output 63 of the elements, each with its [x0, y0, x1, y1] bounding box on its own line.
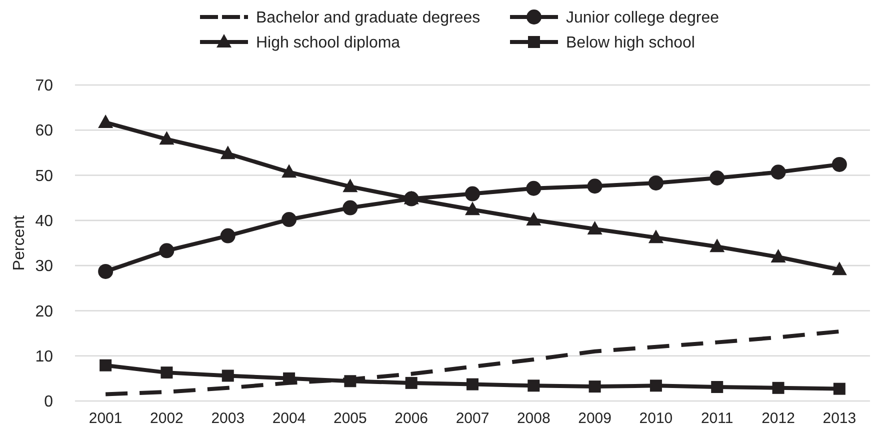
point	[770, 248, 786, 262]
point	[648, 230, 664, 244]
legend-label: Below high school	[566, 34, 695, 52]
y-tick-label: 20	[35, 303, 54, 320]
x-tick-label: 2006	[394, 410, 428, 427]
point	[98, 114, 114, 128]
point	[160, 366, 173, 379]
x-tick-label: 2004	[272, 410, 306, 427]
legend-label: Bachelor and graduate degrees	[256, 10, 480, 27]
point	[588, 380, 601, 393]
point	[100, 359, 112, 372]
point	[159, 243, 174, 258]
point	[342, 178, 358, 192]
point	[772, 382, 784, 394]
point	[832, 262, 847, 276]
point	[220, 228, 236, 244]
point	[710, 170, 725, 186]
y-tick-label: 40	[35, 213, 54, 230]
point	[98, 264, 114, 279]
point	[710, 238, 725, 252]
x-tick-label: 2003	[211, 410, 245, 427]
point	[282, 164, 297, 178]
line-series	[104, 329, 842, 396]
point	[222, 370, 234, 382]
y-tick-label: 70	[35, 78, 54, 95]
point	[587, 178, 602, 194]
point	[342, 200, 358, 216]
point	[159, 131, 174, 145]
x-tick-label: 2002	[150, 410, 184, 427]
x-tick-label: 2012	[762, 410, 795, 427]
x-tick-label: 2008	[516, 410, 550, 427]
x-tick-label: 2009	[578, 410, 612, 427]
point	[833, 382, 846, 395]
point	[528, 380, 540, 392]
point	[526, 212, 542, 226]
point	[711, 381, 724, 394]
point	[770, 164, 786, 180]
x-tick-label: 2005	[334, 410, 367, 427]
x-tick-label: 2011	[700, 410, 734, 427]
point	[220, 146, 236, 160]
point	[465, 186, 480, 202]
point	[526, 180, 542, 196]
point	[344, 375, 356, 388]
point	[466, 378, 478, 390]
x-tick-label: 2007	[456, 410, 490, 427]
x-tick-label: 2010	[639, 410, 673, 427]
x-tick-label: 2001	[88, 410, 122, 427]
y-tick-label: 30	[35, 258, 54, 276]
x-tick-label: 2013	[822, 410, 856, 427]
y-axis-title: Percent	[11, 214, 28, 271]
y-tick-label: 0	[44, 394, 54, 411]
point	[405, 376, 418, 389]
y-tick-label: 50	[35, 168, 54, 185]
point	[648, 175, 664, 190]
point	[465, 202, 480, 216]
legend-label: High school diploma	[256, 34, 400, 52]
point	[587, 221, 602, 235]
point	[282, 212, 297, 228]
point	[650, 380, 662, 392]
y-tick-label: 10	[35, 348, 54, 366]
y-tick-label: 60	[35, 122, 54, 140]
legend-label: Junior college degree	[566, 10, 720, 27]
point	[832, 156, 847, 172]
